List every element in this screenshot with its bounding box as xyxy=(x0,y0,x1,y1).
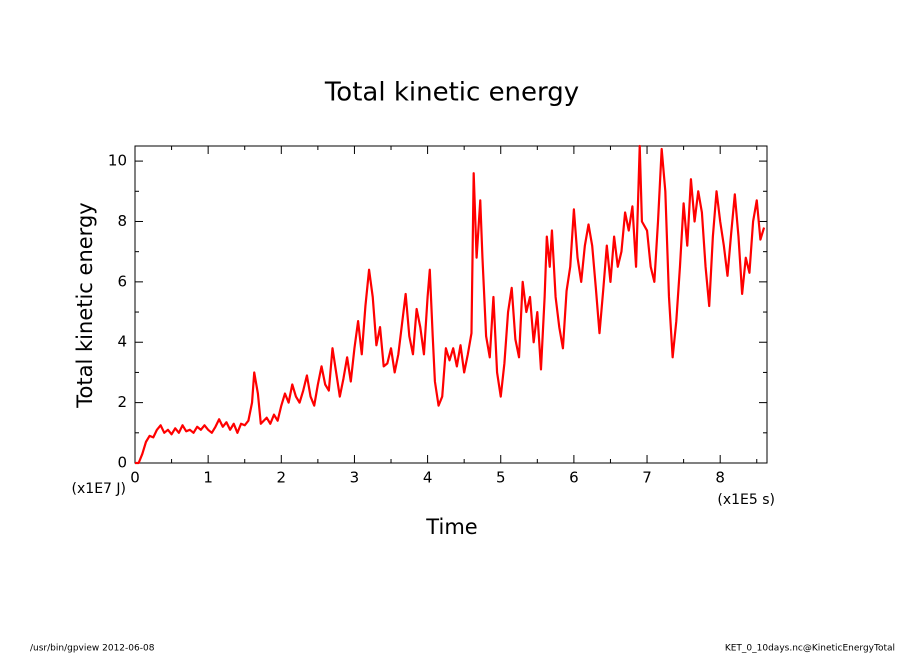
x-tick-label: 7 xyxy=(642,469,652,487)
y-tick-label: 10 xyxy=(108,152,127,170)
y-tick-label: 6 xyxy=(117,272,127,290)
chart-title: Total kinetic energy xyxy=(324,78,579,108)
y-tick-label: 0 xyxy=(117,454,127,472)
x-tick-label: 2 xyxy=(277,469,287,487)
x-tick-label: 4 xyxy=(423,469,433,487)
y-unit: (x1E7 J) xyxy=(72,481,126,497)
plot-frame xyxy=(134,145,768,464)
footer-right: KET_0_10days.nc@KineticEnergyTotal xyxy=(725,644,895,654)
x-tick-label: 5 xyxy=(496,469,506,487)
data-line xyxy=(135,144,766,465)
x-tick-label: 3 xyxy=(350,469,360,487)
y-tick-label: 4 xyxy=(117,333,127,351)
x-unit: (x1E5 s) xyxy=(717,492,775,508)
x-tick-label: 0 xyxy=(130,469,140,487)
y-tick-label: 2 xyxy=(117,393,127,411)
y-tick-label: 8 xyxy=(117,212,127,230)
x-tick-label: 6 xyxy=(569,469,579,487)
x-tick-label: 1 xyxy=(203,469,213,487)
footer-left: /usr/bin/gpview 2012-06-08 xyxy=(30,644,155,654)
x-axis-label: Time xyxy=(425,515,477,539)
x-tick-label: 8 xyxy=(715,469,725,487)
y-axis-label: Total kinetic energy xyxy=(73,202,97,408)
